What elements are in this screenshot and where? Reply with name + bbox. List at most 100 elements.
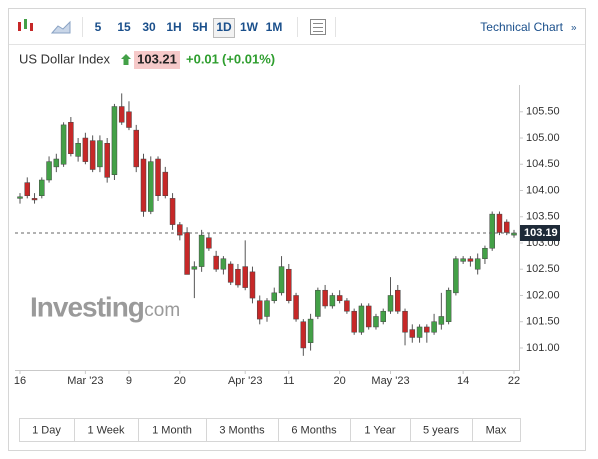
candle-body bbox=[271, 292, 278, 301]
candle-body bbox=[445, 289, 452, 322]
candle-body bbox=[496, 213, 503, 233]
candle-body bbox=[198, 234, 205, 267]
last-price-box bbox=[520, 225, 560, 242]
change: +0.01 bbox=[186, 51, 219, 66]
range-label[interactable]: 1 Day bbox=[32, 424, 61, 436]
candle-body bbox=[344, 300, 350, 312]
interval-button[interactable]: 30 bbox=[142, 20, 156, 34]
candle-body bbox=[177, 224, 183, 236]
candle-body bbox=[53, 158, 60, 168]
candle-body bbox=[503, 221, 510, 233]
candle-body bbox=[286, 268, 292, 301]
range-label[interactable]: 1 Year bbox=[364, 424, 396, 436]
candle-body bbox=[380, 310, 386, 322]
interval-button[interactable]: 1M bbox=[266, 20, 283, 34]
table-icon[interactable] bbox=[310, 19, 326, 35]
candle-body bbox=[315, 289, 321, 317]
candle-body bbox=[438, 316, 445, 325]
candle-body bbox=[162, 171, 169, 196]
range-button[interactable] bbox=[472, 418, 521, 442]
candle-body bbox=[220, 258, 227, 270]
candle-body bbox=[351, 310, 357, 333]
candle-body bbox=[256, 300, 263, 320]
candle-body bbox=[467, 258, 474, 262]
x-tick-label: May '23 bbox=[371, 375, 409, 387]
candle-body bbox=[307, 318, 314, 343]
x-tick-label: 16 bbox=[14, 375, 26, 387]
candle-body bbox=[155, 158, 161, 196]
x-tick-label: 20 bbox=[174, 375, 186, 387]
range-label[interactable]: 3 Months bbox=[219, 424, 265, 436]
candle-body bbox=[373, 316, 379, 328]
candle-body bbox=[249, 271, 256, 299]
link-chevron[interactable]: » bbox=[571, 23, 577, 34]
candle-body bbox=[395, 289, 401, 312]
candle-body bbox=[75, 143, 81, 157]
x-tick-label: 22 bbox=[508, 375, 520, 387]
candle-body bbox=[264, 300, 270, 317]
candle-body bbox=[24, 182, 31, 196]
candle-body bbox=[206, 237, 212, 249]
candle-body bbox=[97, 140, 103, 168]
candle-body bbox=[104, 143, 110, 178]
watermark-brand: Investing bbox=[30, 291, 144, 322]
candle-body bbox=[140, 158, 147, 212]
y-tick-label: 102.50 bbox=[526, 263, 560, 275]
y-tick-label: 102.00 bbox=[526, 289, 560, 301]
candle-body bbox=[118, 106, 125, 123]
candle-body bbox=[293, 295, 299, 320]
candle-icon[interactable] bbox=[18, 19, 33, 31]
range-label[interactable]: Max bbox=[486, 424, 507, 436]
technical-chart-link[interactable]: Technical Chart bbox=[480, 20, 563, 34]
watermark-suffix: .com bbox=[139, 300, 180, 321]
candle-body bbox=[82, 137, 89, 162]
candle-body bbox=[336, 295, 343, 301]
y-tick-label: 101.50 bbox=[526, 316, 560, 328]
interval-button[interactable]: 15 bbox=[117, 20, 131, 34]
range-label[interactable]: 5 years bbox=[423, 424, 460, 436]
candle-body bbox=[39, 179, 45, 196]
candle-body bbox=[387, 295, 394, 312]
candle-body bbox=[169, 198, 176, 225]
range-label[interactable]: 1 Week bbox=[87, 424, 125, 436]
candle-body bbox=[68, 122, 74, 155]
candle-body bbox=[191, 266, 198, 270]
candle-body bbox=[278, 266, 285, 294]
x-tick-label: 20 bbox=[334, 375, 346, 387]
instrument-name: US Dollar Index bbox=[19, 51, 111, 66]
range-label[interactable]: 1 Month bbox=[152, 424, 192, 436]
candle-body bbox=[213, 255, 219, 270]
candle-body bbox=[431, 321, 437, 333]
interval-button[interactable]: 1W bbox=[240, 20, 259, 34]
candle-body bbox=[409, 329, 416, 338]
x-tick-label: 9 bbox=[126, 375, 132, 387]
candle-body bbox=[365, 305, 372, 328]
candle-body bbox=[184, 232, 190, 275]
interval-button[interactable]: 1D bbox=[216, 20, 232, 34]
candle-body bbox=[17, 196, 23, 199]
x-tick-label: Apr '23 bbox=[228, 375, 263, 387]
interval-selected bbox=[213, 18, 235, 38]
interval-button[interactable]: 5H bbox=[192, 20, 207, 34]
y-tick-label: 104.00 bbox=[526, 184, 560, 196]
candle-body bbox=[31, 198, 38, 201]
candle-body bbox=[242, 266, 248, 288]
price: 103.21 bbox=[137, 51, 177, 66]
interval-button[interactable]: 5 bbox=[95, 20, 102, 34]
up-arrow bbox=[121, 54, 131, 65]
candle-body bbox=[453, 258, 459, 294]
candle-body bbox=[474, 258, 481, 270]
candle-body bbox=[133, 129, 139, 168]
candle-body bbox=[111, 106, 118, 176]
y-tick-label: 104.50 bbox=[526, 158, 560, 170]
candle-body bbox=[416, 326, 423, 338]
x-tick-label: 11 bbox=[283, 375, 294, 387]
candle-body bbox=[126, 111, 132, 128]
range-label[interactable]: 6 Months bbox=[291, 424, 337, 436]
interval-button[interactable]: 1H bbox=[166, 20, 181, 34]
frame bbox=[8, 8, 586, 451]
area-icon[interactable] bbox=[50, 20, 71, 34]
y-tick-label: 101.00 bbox=[526, 342, 560, 354]
candle-body bbox=[227, 263, 234, 283]
